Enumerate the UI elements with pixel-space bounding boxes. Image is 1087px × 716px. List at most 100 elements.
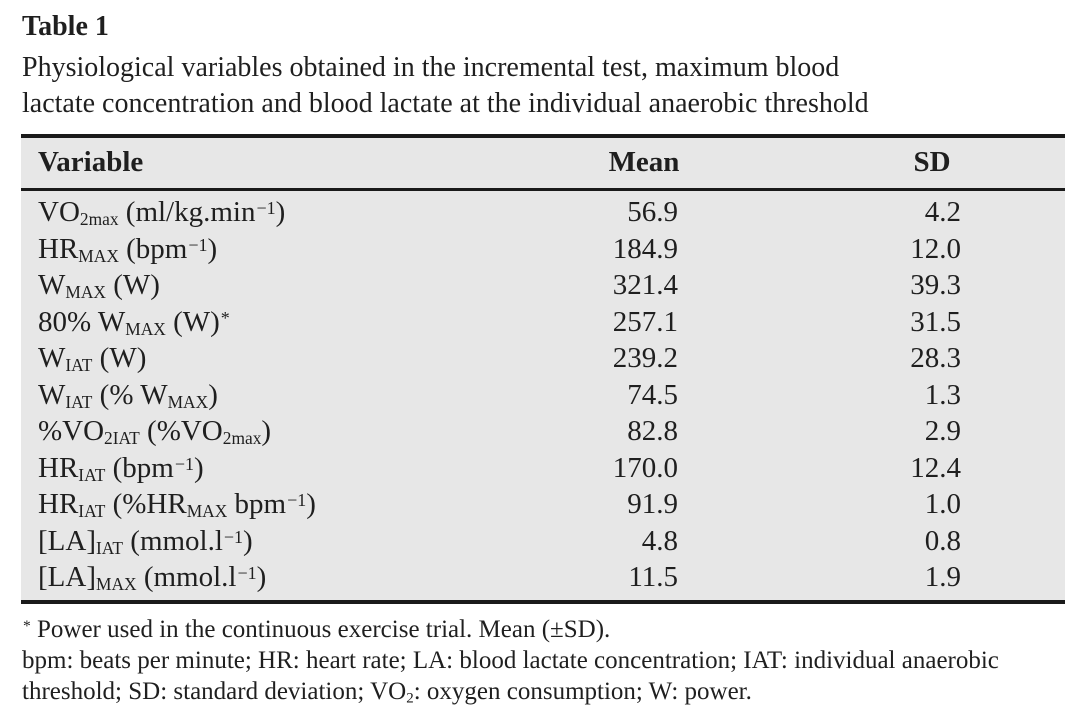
cell-gap — [684, 413, 899, 450]
cell-gap — [684, 486, 899, 523]
cell-sd: 0.8 — [924, 524, 961, 557]
caption-line-1: Physiological variables obtained in the … — [22, 52, 840, 83]
cell-mean: 82.8 — [627, 415, 678, 447]
cell-mean: 91.9 — [627, 488, 678, 520]
cell-sd: 1.3 — [924, 378, 961, 411]
table-row: WMAX (W) 321.4 39.3 — [21, 267, 1065, 304]
cell-mean: 321.4 — [612, 269, 678, 301]
column-header-sd: SD — [899, 136, 965, 191]
table-row: WIAT (W) 239.2 28.3 — [21, 340, 1065, 377]
table-row: HRIAT (%HRMAX bpm−1) 91.9 1.0 — [21, 486, 1065, 523]
table-header: Variable Mean SD — [21, 136, 1065, 191]
superscript: * — [23, 617, 31, 635]
subscript: 2IAT — [104, 427, 140, 448]
subscript: IAT — [65, 354, 93, 375]
subscript: MAX — [186, 500, 228, 521]
subscript: IAT — [65, 391, 93, 412]
header-pad — [965, 136, 1065, 191]
cell-sd: 31.5 — [910, 305, 961, 338]
cell-pad — [965, 267, 1065, 304]
cell-pad — [965, 304, 1065, 341]
cell-pad — [965, 190, 1065, 231]
cell-mean: 184.9 — [612, 232, 678, 265]
cell-pad — [965, 340, 1065, 377]
cell-variable: 80% WMAX (W)* — [38, 305, 230, 339]
cell-variable: %VO2IAT (%VO2max) — [38, 415, 272, 448]
cell-variable: HRMAX (bpm−1) — [38, 232, 218, 266]
cell-gap — [684, 267, 899, 304]
cell-pad — [965, 413, 1065, 450]
table-row: HRMAX (bpm−1) 184.9 12.0 — [21, 231, 1065, 268]
cell-gap — [684, 377, 899, 414]
table-row: [LA]IAT (mmol.l−1) 4.8 0.8 — [21, 523, 1065, 560]
cell-mean: 170.0 — [612, 451, 678, 484]
cell-pad — [965, 523, 1065, 560]
header-row: Variable Mean SD — [21, 136, 1065, 191]
abbreviations-note: bpm: beats per minute; HR: heart rate; L… — [22, 646, 999, 706]
cell-gap — [684, 231, 899, 268]
table-row: HRIAT (bpm−1) 170.0 12.4 — [21, 450, 1065, 487]
cell-sd: 2.9 — [924, 415, 961, 447]
cell-mean: 74.5 — [627, 378, 678, 411]
caption-line-2: lactate concentration and blood lactate … — [22, 88, 869, 119]
table-label: Table 1 — [22, 11, 109, 42]
cell-gap — [684, 304, 899, 341]
cell-pad — [965, 450, 1065, 487]
column-header-mean: Mean — [604, 136, 684, 191]
superscript: −1 — [256, 198, 276, 219]
table-row: VO2max (ml/kg.min−1) 56.9 4.2 — [21, 190, 1065, 231]
cell-gap — [684, 450, 899, 487]
cell-variable: HRIAT (%HRMAX bpm−1) — [38, 488, 316, 521]
header-gap — [684, 136, 899, 191]
table-row: 80% WMAX (W)* 257.1 31.5 — [21, 304, 1065, 341]
table-body: VO2max (ml/kg.min−1) 56.9 4.2 HRMAX (bpm−1)… — [21, 190, 1065, 602]
table-row: [LA]MAX (mmol.l−1) 11.5 1.9 — [21, 559, 1065, 602]
cell-variable: WIAT (W) — [38, 342, 147, 375]
cell-variable: [LA]MAX (mmol.l−1) — [38, 561, 267, 594]
cell-sd: 28.3 — [910, 342, 961, 374]
cell-variable: VO2max (ml/kg.min−1) — [38, 196, 286, 229]
cell-variable: WIAT (% WMAX) — [38, 378, 218, 412]
cell-sd: 12.0 — [910, 232, 961, 265]
cell-pad — [965, 486, 1065, 523]
subscript: MAX — [78, 245, 119, 266]
cell-mean: 257.1 — [612, 305, 678, 338]
cell-pad — [965, 231, 1065, 268]
cell-pad — [965, 377, 1065, 414]
footnotes: * Power used in the continuous exercise … — [22, 614, 1066, 707]
cell-sd: 1.9 — [924, 561, 961, 593]
cell-sd: 4.2 — [924, 196, 961, 228]
cell-sd: 39.3 — [910, 269, 961, 301]
subscript: 2 — [406, 689, 414, 706]
table-caption: Physiological variables obtained in the … — [22, 50, 1065, 122]
cell-mean: 11.5 — [628, 561, 678, 593]
cell-mean: 239.2 — [612, 342, 678, 374]
superscript: −1 — [287, 490, 307, 511]
table-row: WIAT (% WMAX) 74.5 1.3 — [21, 377, 1065, 414]
subscript: 2max — [222, 427, 262, 448]
superscript: * — [220, 307, 230, 328]
subscript: MAX — [95, 573, 137, 594]
cell-sd: 1.0 — [924, 488, 961, 520]
cell-sd: 12.4 — [910, 451, 961, 484]
cell-gap — [684, 523, 899, 560]
subscript: MAX — [65, 281, 106, 302]
cell-mean: 4.8 — [641, 524, 678, 557]
superscript: −1 — [237, 563, 257, 584]
cell-variable: WMAX (W) — [38, 269, 160, 302]
superscript: −1 — [188, 234, 208, 255]
subscript: IAT — [95, 537, 124, 558]
cell-mean: 56.9 — [627, 196, 678, 228]
table-row: %VO2IAT (%VO2max) 82.8 2.9 — [21, 413, 1065, 450]
cell-gap — [684, 559, 899, 602]
column-header-variable: Variable — [21, 136, 604, 191]
subscript: MAX — [125, 318, 166, 339]
cell-variable: HRIAT (bpm−1) — [38, 451, 204, 485]
subscript: IAT — [78, 500, 106, 521]
power-note: * Power used in the continuous exercise … — [23, 615, 611, 643]
physiological-variables-table: Variable Mean SD VO2max (ml/kg.min−1) 56.… — [21, 134, 1065, 604]
cell-gap — [684, 190, 899, 231]
superscript: −1 — [223, 526, 244, 547]
cell-variable: [LA]IAT (mmol.l−1) — [38, 524, 253, 558]
